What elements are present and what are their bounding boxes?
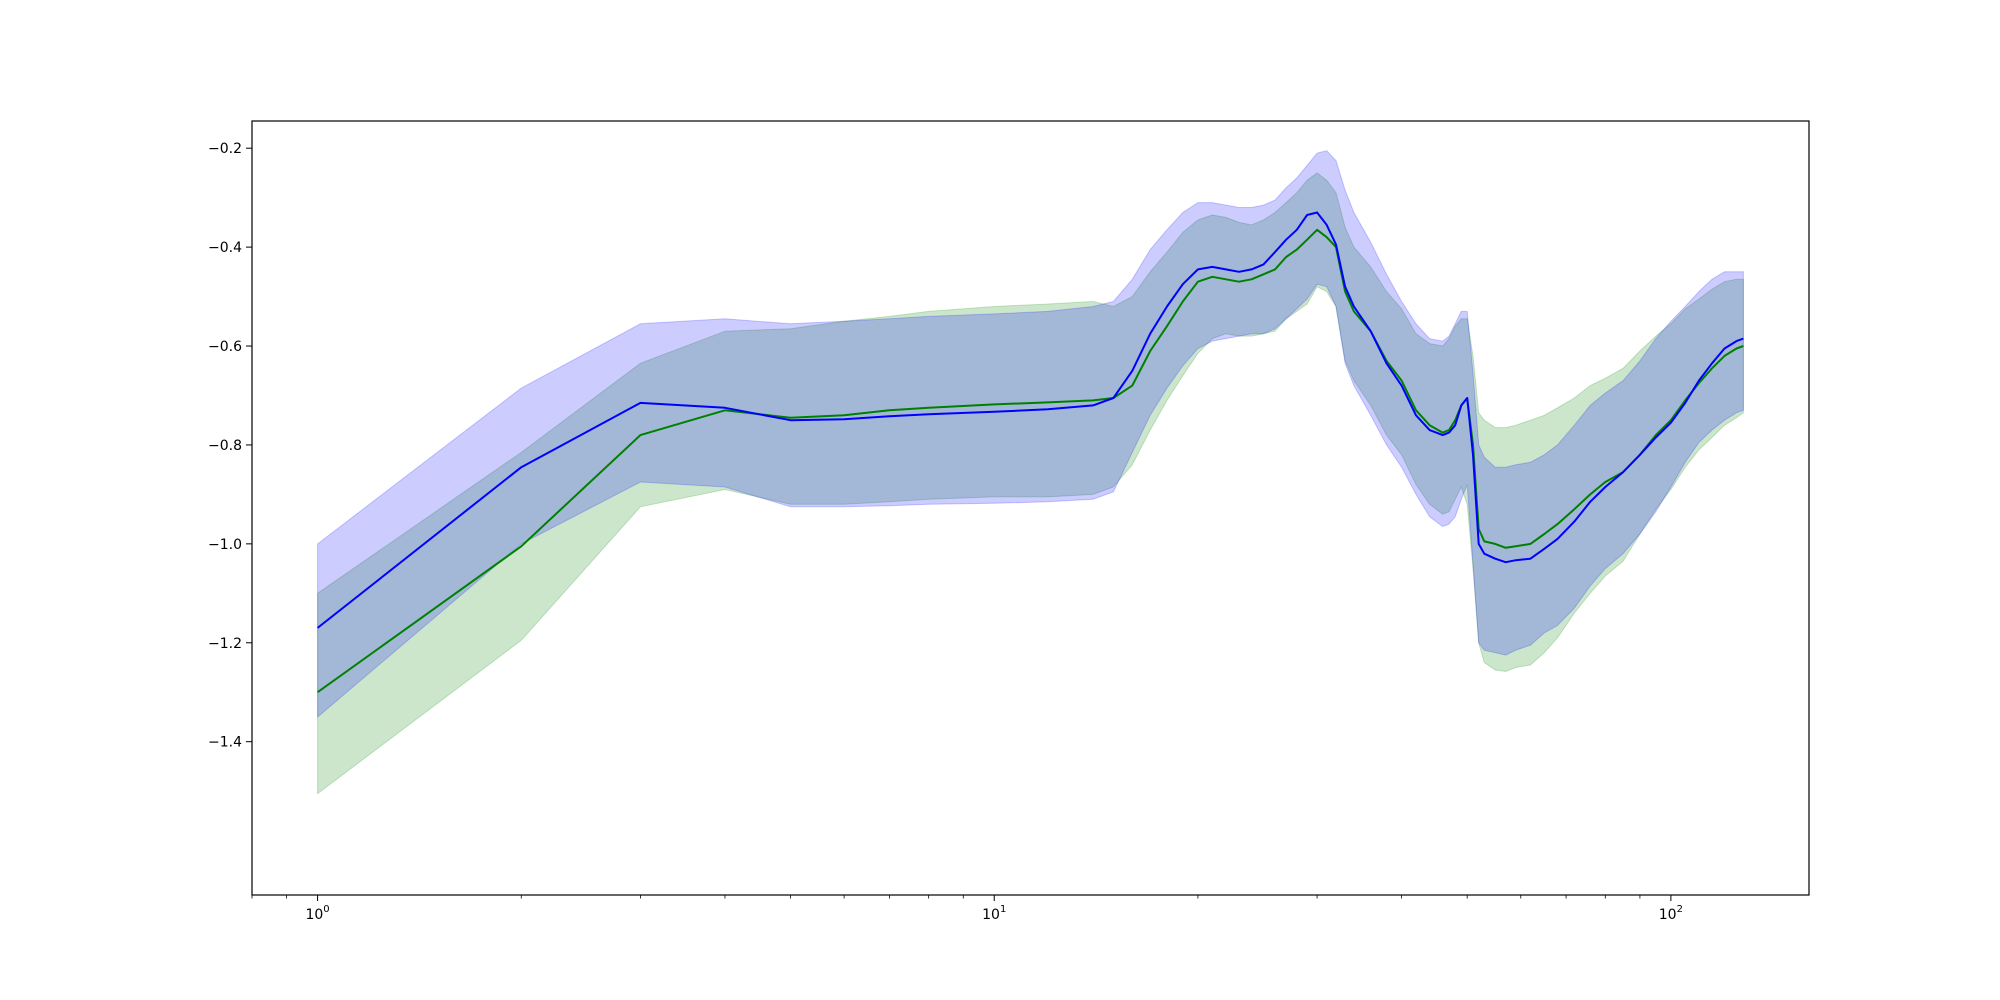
y-tick-label: −1.4 <box>208 735 242 751</box>
series-lines <box>316 211 1744 694</box>
x-tick-exponent: 1 <box>1000 904 1006 915</box>
mean-line-series-2 <box>316 211 1744 629</box>
confidence-bands <box>317 150 1744 795</box>
axes-frame <box>251 120 1810 896</box>
x-tick-exponent: 2 <box>1677 904 1683 915</box>
y-tick-label: −1.0 <box>208 537 242 553</box>
x-tick-exponent: 0 <box>323 904 329 915</box>
y-tick-label: −0.2 <box>208 141 242 157</box>
plot-area <box>316 150 1744 795</box>
y-tick-label: −0.8 <box>208 438 242 454</box>
y-tick-label: −1.2 <box>208 636 242 652</box>
y-axis: −0.2 −0.4 −0.6 −0.8 −1.0 −1.2 −1.4 <box>208 141 252 751</box>
y-tick-label: −0.4 <box>208 240 242 256</box>
y-tick-label: −0.6 <box>208 339 242 355</box>
confidence-band-series-2 <box>317 150 1744 719</box>
confidence-band-series-1 <box>317 172 1744 795</box>
